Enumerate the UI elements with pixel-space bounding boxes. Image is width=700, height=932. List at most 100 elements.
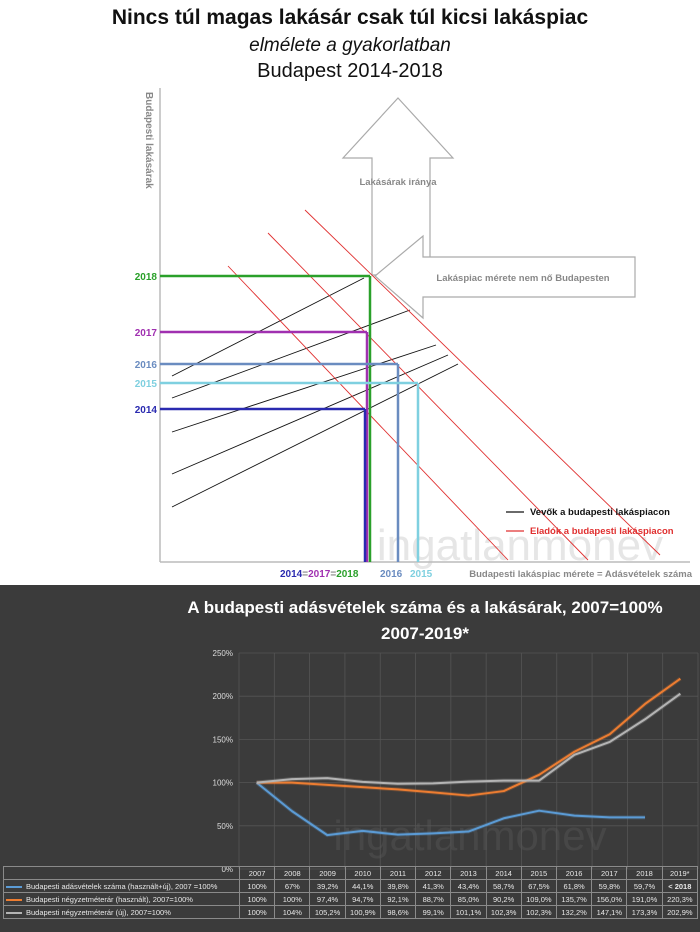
line-chart-title: A budapesti adásvételek száma és a lakás… [187,598,663,617]
buyers-lines [171,277,459,508]
table-cell: 67,5% [520,879,557,893]
buyers-line [171,277,365,377]
table-cell: 100% [238,879,276,893]
line-chart-title-block: A budapesti adásvételek száma és a lakás… [150,595,700,647]
year-label-2015: 2015 [135,379,158,390]
table-cell: 41,3% [415,879,452,893]
buyers-line [171,344,437,433]
concept-chart-subtitle2: Budapest 2014-2018 [257,60,443,82]
x-label-2014: 2014 [280,569,303,580]
table-cell: 100% [238,892,276,906]
series-2 [256,677,682,798]
x-year-labels: 2014=2017=2018 [280,569,359,580]
series-line [256,692,681,785]
table-header-row: 2007 2008 2009 2010 2011 2012 2013 2014 2015 2016… [3,866,699,880]
table-corner-cell [3,866,240,880]
table-cell: 85,0% [450,892,487,906]
table-cell: 92,1% [379,892,417,906]
table-cell: 105,2% [309,905,346,919]
sellers-line [267,232,589,561]
table-header-cell: 2009 [309,866,346,880]
x-label-2017: 2017 [308,569,331,580]
x-label-2015: 2015 [410,569,433,580]
price-direction-label: Lakásárak iránya [359,177,437,188]
series-line-glow [256,692,682,786]
table-header-cell: 2010 [344,866,381,880]
buyers-line [171,354,449,475]
year-label-2014: 2014 [135,405,158,416]
series-swatch [6,911,22,914]
sellers-line [304,209,661,556]
table-cell: 135,7% [555,892,593,906]
table-series-label: Budapesti négyzetméterár (új), 2007=100% [3,905,240,919]
y-tick-label: 100% [213,779,233,788]
series-line [256,781,646,837]
line-chart-subtitle: 2007-2019* [381,624,469,643]
table-cell: 39,2% [309,879,346,893]
table-header-cell: 2013 [450,866,487,880]
table-cell: 100% [238,905,276,919]
x-label-2016: 2016 [380,569,403,580]
table-cell: 202,9% [661,905,699,919]
table-cell: 43,4% [450,879,487,893]
table-header-cell: 2015 [520,866,557,880]
table-header-cell: 2011 [379,866,417,880]
table-row: Budapesti adásvételek száma (használt+új… [3,879,699,893]
legend-sellers-label: Eladók a budapesti lakáspiacon [530,526,674,537]
line-chart-series [255,677,682,838]
table-cell: 102,3% [520,905,557,919]
table-cell: 39,8% [379,879,417,893]
table-cell: 90,2% [485,892,522,906]
concept-chart-title: Nincs túl magas lakásár csak túl kicsi l… [111,6,589,29]
table-header-cell: 2018 [626,866,663,880]
buyers-line [171,309,411,399]
market-size-label: Lakáspiac mérete nem nő Budapesten [436,273,609,284]
table-cell: 101,1% [450,905,487,919]
x-label-2018: 2018 [336,569,359,580]
table-cell: 59,7% [626,879,663,893]
table-series-label: Budapesti adásvételek száma (használt+új… [3,879,240,893]
table-cell: 98,6% [379,905,417,919]
table-cell: 102,3% [485,905,522,919]
concept-chart: Nincs túl magas lakásár csak túl kicsi l… [111,6,693,580]
table-cell: 132,2% [555,905,593,919]
line-chart-watermark: ingatlanmonev [333,812,606,859]
concept-y-axis-label: Budapesti lakásárak [143,92,154,189]
table-header-cell: 2019* [661,866,699,880]
table-cell: 94,7% [344,892,381,906]
series-3 [256,692,682,786]
y-tick-label: 250% [213,649,233,658]
data-table: 2007 2008 2009 2010 2011 2012 2013 2014 2015 2016… [3,866,699,919]
y-tick-label: 50% [217,822,233,831]
table-cell: < 2018 [661,879,699,893]
series-line [256,677,681,797]
market-size-arrow [374,234,636,320]
table-cell: 100% [274,892,311,906]
table-series-label: Budapesti négyzetméterár (használt), 200… [3,892,240,906]
table-cell: 109,0% [520,892,557,906]
table-header-cell: 2007 [238,866,276,880]
table-cell: 88,7% [415,892,452,906]
line-chart-y-ticks: 0%50%100%150%200%250% [213,649,233,874]
table-cell: 100,9% [344,905,381,919]
table-cell: 61,8% [555,879,593,893]
y-tick-label: 150% [213,735,233,744]
line-chart: A budapesti adásvételek száma és a lakás… [0,585,700,932]
x-label-sep: = [302,569,308,580]
table-cell: 147,1% [591,905,628,919]
table-cell: 104% [274,905,311,919]
table-cell: 59,8% [591,879,628,893]
table-cell: 220,3% [661,892,699,906]
year-label-2016: 2016 [135,360,158,371]
year-label-2018: 2018 [135,272,158,283]
table-cell: 191,0% [626,892,663,906]
table-row: Budapesti négyzetméterár (használt), 200… [3,892,699,906]
buyers-line [171,363,459,508]
table-cell: 67% [274,879,311,893]
series-1 [255,781,646,838]
x-label-sep: = [330,569,336,580]
y-tick-label: 200% [213,692,233,701]
table-header-cell: 2014 [485,866,522,880]
table-cell: 44,1% [344,879,381,893]
